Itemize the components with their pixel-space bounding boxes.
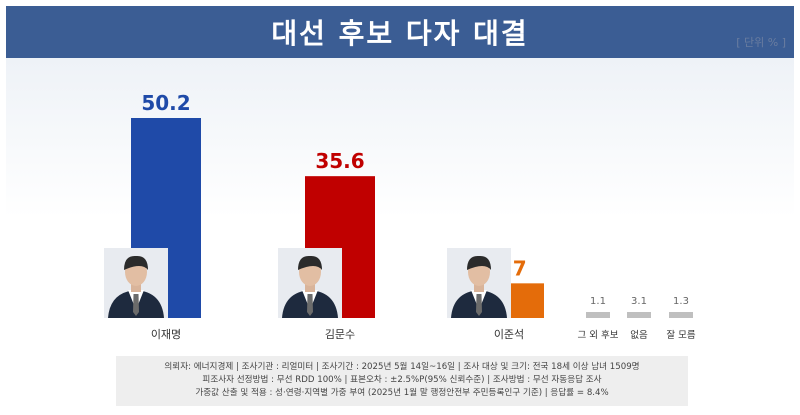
value-label-1: 50.2	[141, 91, 190, 115]
bar-6	[669, 312, 693, 318]
category-label-5: 없음	[630, 329, 648, 341]
unit-note: [ 단위 % ]	[736, 36, 786, 49]
lee-jae-myung-photo-icon	[104, 248, 168, 318]
category-label-3: 이준석	[494, 328, 524, 341]
lee-jun-seok-photo-icon	[447, 248, 511, 318]
category-label-2: 김문수	[325, 328, 355, 341]
category-label-4: 그 외 후보	[578, 329, 619, 341]
value-label-6: 1.3	[673, 296, 689, 307]
bar-5	[627, 312, 651, 318]
value-label-4: 1.1	[590, 296, 606, 307]
survey-info-box: 의뢰자: 에너지경제 | 조사기관 : 리얼미터 | 조사기간 : 2025년 …	[116, 356, 688, 406]
page-title: 대선 후보 다자 대결	[271, 17, 529, 50]
survey-info-line-3: 가중값 산출 및 적용 : 성·연령·지역별 가중 부여 (2025년 1월 말…	[195, 388, 609, 398]
kim-moon-soo-photo-icon	[278, 248, 342, 318]
header-banner: 대선 후보 다자 대결	[6, 6, 794, 58]
survey-info-line-1: 의뢰자: 에너지경제 | 조사기관 : 리얼미터 | 조사기간 : 2025년 …	[164, 362, 640, 372]
bar-4	[586, 312, 610, 318]
value-label-5: 3.1	[631, 296, 647, 307]
value-label-2: 35.6	[315, 149, 364, 173]
category-label-6: 잘 모름	[666, 329, 695, 341]
survey-info-line-2: 피조사자 선정방법 : 무선 RDD 100% | 표본오차 : ±2.5%P(…	[202, 375, 602, 385]
category-label-1: 이재명	[151, 328, 181, 341]
